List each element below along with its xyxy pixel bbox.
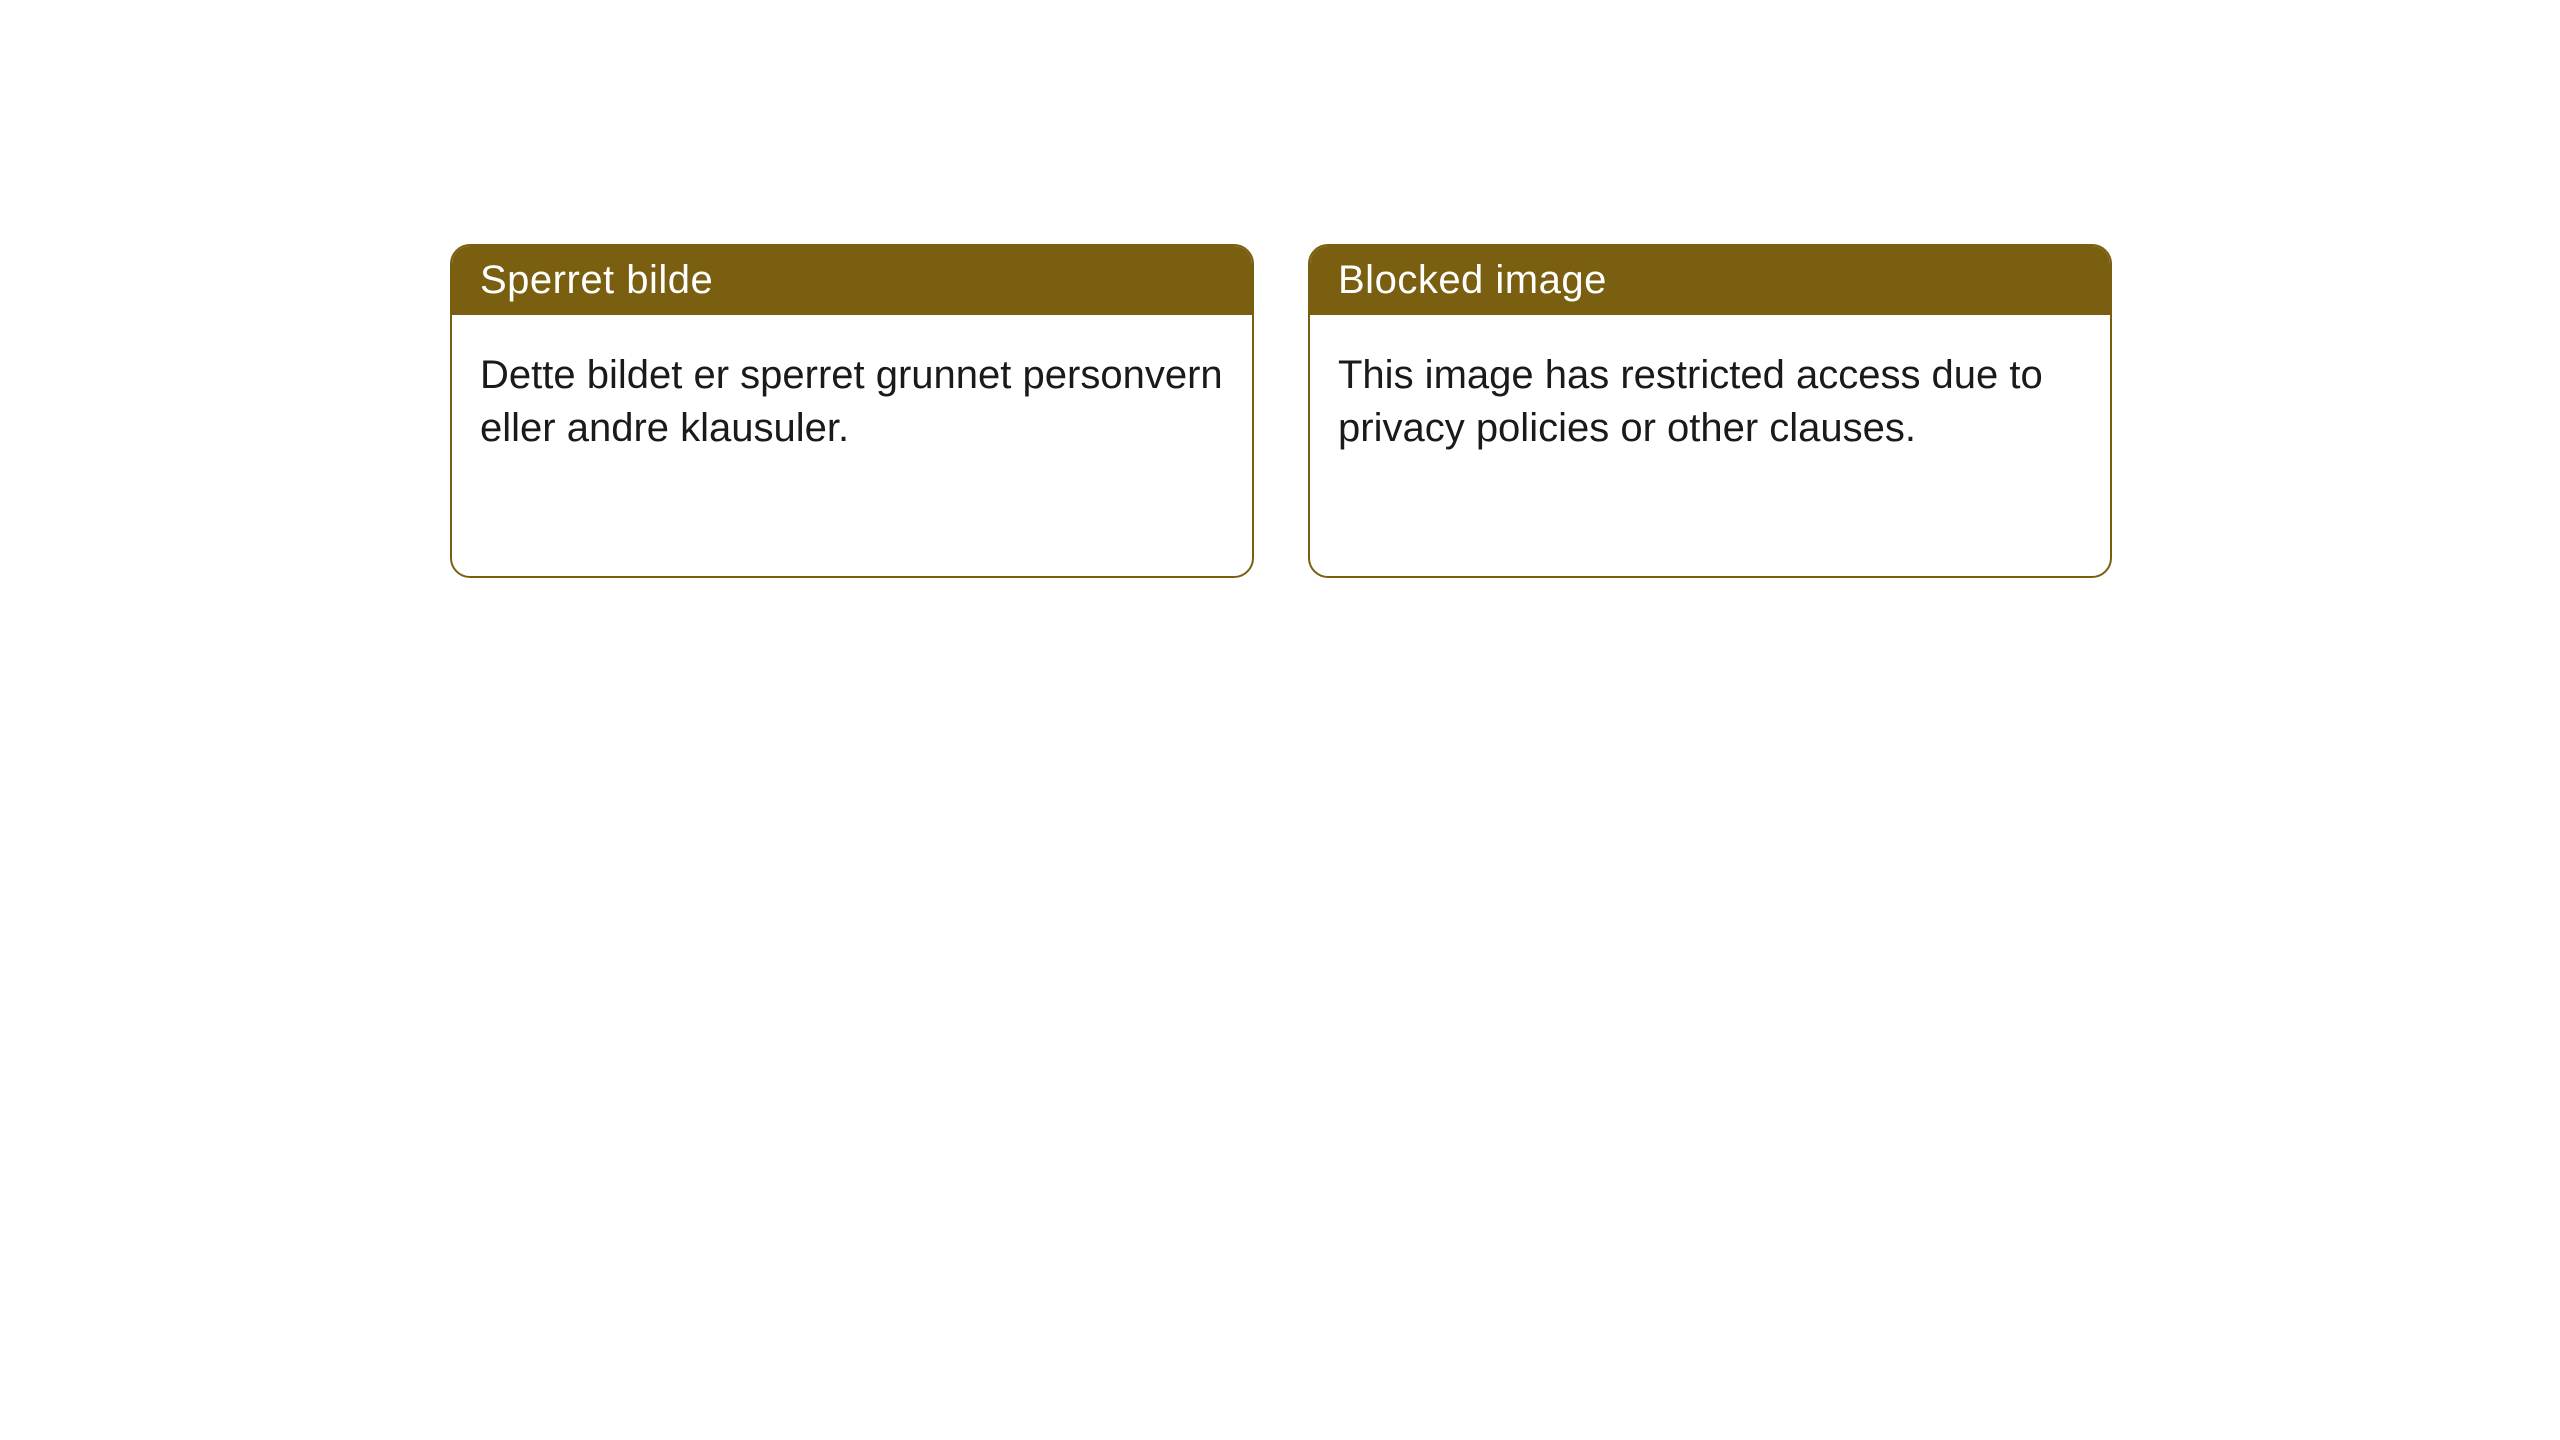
blocked-image-card-norwegian: Sperret bilde Dette bildet er sperret gr… xyxy=(450,244,1254,578)
blocked-image-card-english: Blocked image This image has restricted … xyxy=(1308,244,2112,578)
card-header-english: Blocked image xyxy=(1310,246,2110,315)
card-body-english: This image has restricted access due to … xyxy=(1310,315,2110,489)
card-body-norwegian: Dette bildet er sperret grunnet personve… xyxy=(452,315,1252,489)
cards-container: Sperret bilde Dette bildet er sperret gr… xyxy=(450,244,2112,578)
card-header-norwegian: Sperret bilde xyxy=(452,246,1252,315)
